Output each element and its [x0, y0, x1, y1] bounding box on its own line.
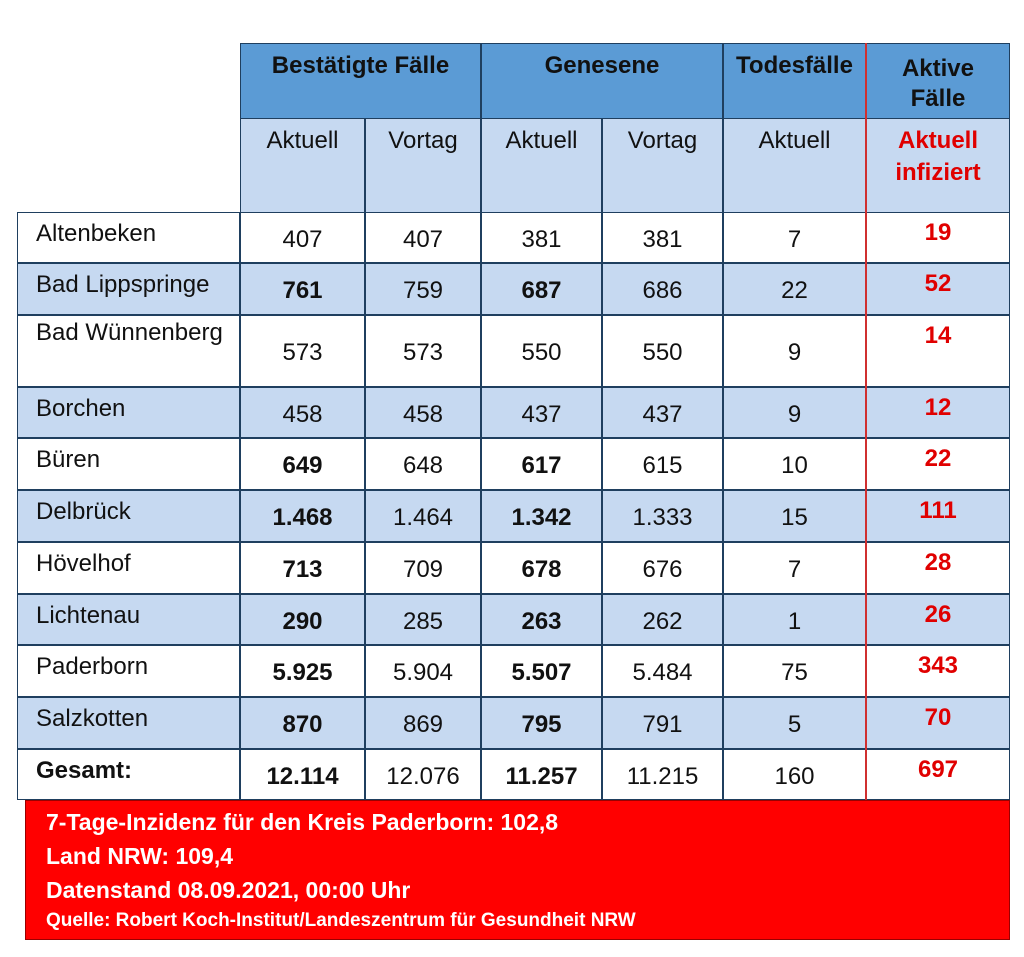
group-header: Bestätigte Fälle: [240, 43, 481, 119]
row-name: Delbrück: [17, 490, 240, 542]
value-cell: 1: [723, 594, 866, 645]
active-cases: 14: [866, 315, 1010, 387]
active-cases: 111: [866, 490, 1010, 542]
value-cell: 262: [602, 594, 723, 645]
value-cell: 9: [723, 315, 866, 387]
row-name: Büren: [17, 438, 240, 490]
footer: 7-Tage-Inzidenz für den Kreis Paderborn:…: [25, 800, 1010, 940]
footer-line: Quelle: Robert Koch-Institut/Landeszentr…: [46, 910, 636, 931]
value-cell: 12.076: [365, 749, 481, 800]
row-name: Borchen: [17, 387, 240, 438]
value-cell: 5.904: [365, 645, 481, 697]
value-cell: 687: [481, 263, 602, 315]
value-cell: 1.342: [481, 490, 602, 542]
sub-header: Vortag: [365, 118, 481, 213]
sub-header: Aktuell: [240, 118, 365, 213]
value-cell: 407: [240, 212, 365, 263]
active-cases: 28: [866, 542, 1010, 594]
row-name: Gesamt:: [17, 749, 240, 800]
footer-line: Land NRW: 109,4: [46, 843, 234, 869]
value-cell: 5.484: [602, 645, 723, 697]
value-cell: 795: [481, 697, 602, 749]
value-cell: 9: [723, 387, 866, 438]
value-cell: 573: [365, 315, 481, 387]
active-cases: 22: [866, 438, 1010, 490]
value-cell: 263: [481, 594, 602, 645]
value-cell: 869: [365, 697, 481, 749]
active-cases: 26: [866, 594, 1010, 645]
value-cell: 617: [481, 438, 602, 490]
value-cell: 10: [723, 438, 866, 490]
value-cell: 1.468: [240, 490, 365, 542]
active-cases: 70: [866, 697, 1010, 749]
value-cell: 437: [602, 387, 723, 438]
value-cell: 5.507: [481, 645, 602, 697]
value-cell: 791: [602, 697, 723, 749]
value-cell: 407: [365, 212, 481, 263]
active-cases: 19: [866, 212, 1010, 263]
value-cell: 709: [365, 542, 481, 594]
value-cell: 678: [481, 542, 602, 594]
value-cell: 5.925: [240, 645, 365, 697]
value-cell: 11.215: [602, 749, 723, 800]
value-cell: 1.333: [602, 490, 723, 542]
value-cell: 12.114: [240, 749, 365, 800]
value-cell: 458: [365, 387, 481, 438]
row-name: Hövelhof: [17, 542, 240, 594]
row-name: Lichtenau: [17, 594, 240, 645]
value-cell: 75: [723, 645, 866, 697]
value-cell: 15: [723, 490, 866, 542]
sub-header: Vortag: [602, 118, 723, 213]
value-cell: 676: [602, 542, 723, 594]
value-cell: 759: [365, 263, 481, 315]
value-cell: 160: [723, 749, 866, 800]
value-cell: 22: [723, 263, 866, 315]
value-cell: 648: [365, 438, 481, 490]
row-name: Paderborn: [17, 645, 240, 697]
sub-header: Aktuell: [723, 118, 866, 213]
value-cell: 11.257: [481, 749, 602, 800]
value-cell: 761: [240, 263, 365, 315]
value-cell: 550: [481, 315, 602, 387]
value-cell: 573: [240, 315, 365, 387]
sub-header: Aktuell infiziert: [866, 118, 1010, 213]
sub-header: Aktuell: [481, 118, 602, 213]
value-cell: 550: [602, 315, 723, 387]
value-cell: 381: [602, 212, 723, 263]
value-cell: 5: [723, 697, 866, 749]
value-cell: 290: [240, 594, 365, 645]
value-cell: 381: [481, 212, 602, 263]
divider: [865, 43, 867, 800]
value-cell: 870: [240, 697, 365, 749]
active-cases: 12: [866, 387, 1010, 438]
value-cell: 649: [240, 438, 365, 490]
row-name: Bad Wünnenberg: [17, 315, 240, 387]
value-cell: 458: [240, 387, 365, 438]
value-cell: 686: [602, 263, 723, 315]
value-cell: 615: [602, 438, 723, 490]
active-cases: 697: [866, 749, 1010, 800]
value-cell: 7: [723, 212, 866, 263]
value-cell: 285: [365, 594, 481, 645]
row-name: Salzkotten: [17, 697, 240, 749]
active-cases: 52: [866, 263, 1010, 315]
footer-line: 7-Tage-Inzidenz für den Kreis Paderborn:…: [46, 809, 559, 835]
group-header: Todesfälle: [723, 43, 866, 119]
value-cell: 1.464: [365, 490, 481, 542]
footer-line: Datenstand 08.09.2021, 00:00 Uhr: [46, 877, 411, 903]
group-header: Genesene: [481, 43, 723, 119]
row-name: Altenbeken: [17, 212, 240, 263]
group-header: Aktive Fälle: [866, 43, 1010, 119]
active-cases: 343: [866, 645, 1010, 697]
value-cell: 713: [240, 542, 365, 594]
row-name: Bad Lippspringe: [17, 263, 240, 315]
value-cell: 7: [723, 542, 866, 594]
value-cell: 437: [481, 387, 602, 438]
